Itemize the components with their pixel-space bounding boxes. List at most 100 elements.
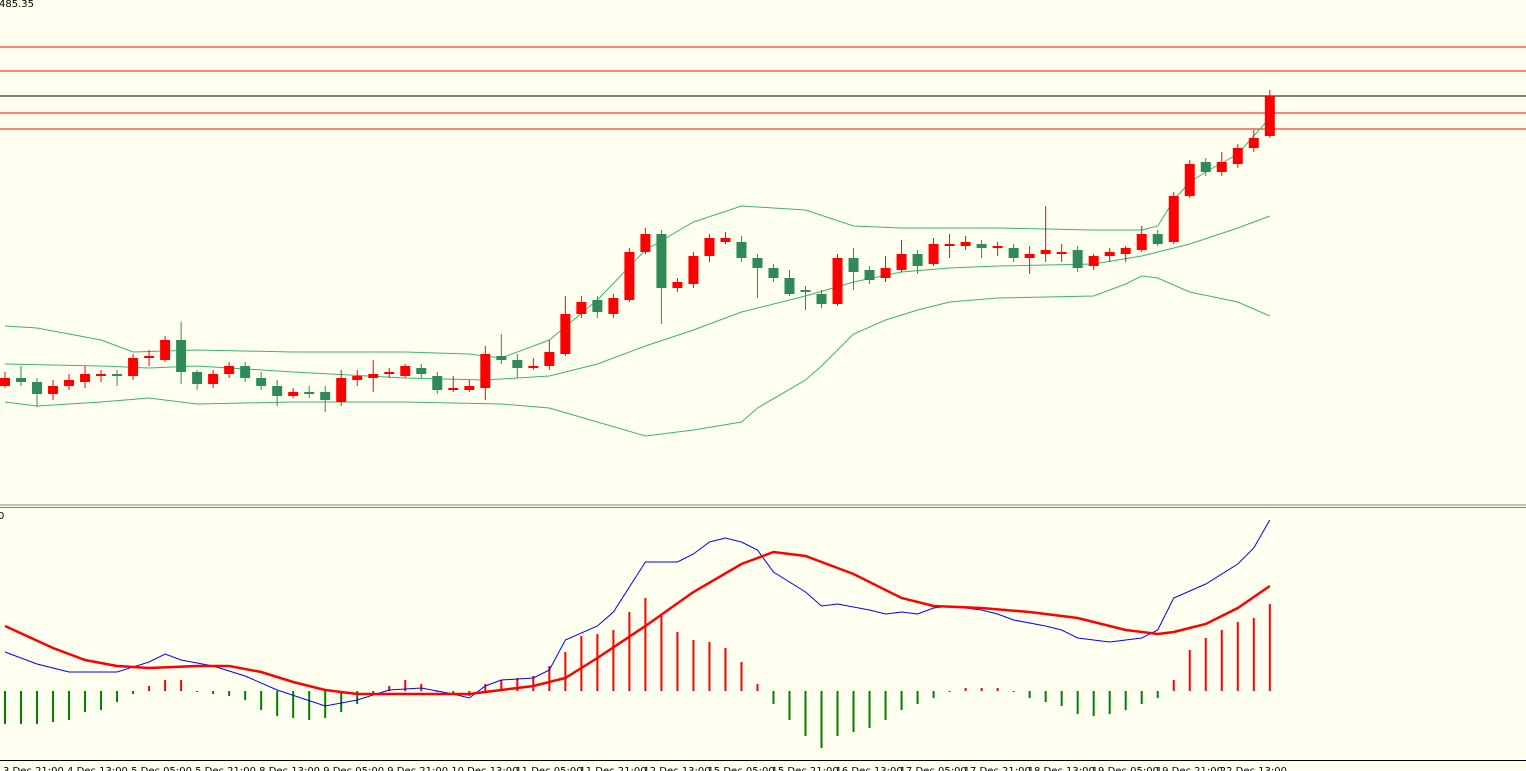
histogram-bar: [276, 691, 279, 716]
candle-body: [640, 234, 651, 252]
candle-body: [1136, 234, 1147, 250]
histogram-bar: [132, 691, 135, 694]
x-tick-label: 3 Dec 21:00: [3, 766, 64, 771]
histogram-bar: [724, 648, 727, 691]
candle-body: [928, 244, 939, 264]
candle-body: [320, 392, 331, 400]
candle-body: [944, 244, 955, 246]
candle-body: [48, 386, 59, 394]
candle-body: [560, 314, 571, 354]
candle-body: [1152, 234, 1163, 244]
histogram-bar: [340, 691, 343, 712]
histogram-bar: [148, 686, 151, 691]
candle-body: [272, 386, 283, 396]
indicator-line: [4, 275, 1270, 437]
histogram-bar: [580, 636, 583, 691]
histogram-bar: [1124, 691, 1127, 710]
histogram-bar: [212, 691, 215, 694]
histogram-bar: [788, 691, 791, 720]
histogram-bar: [1140, 691, 1143, 704]
candle-body: [1088, 256, 1099, 266]
histogram-bar: [852, 691, 855, 732]
histogram-bar: [484, 684, 487, 691]
histogram-bar: [356, 691, 359, 704]
candle-body: [128, 358, 139, 376]
candle-body: [752, 258, 763, 268]
histogram-bar: [1012, 691, 1015, 692]
histogram-bar: [532, 676, 535, 691]
candle-body: [480, 354, 491, 388]
candle-body: [816, 294, 827, 304]
histogram-bar: [20, 691, 23, 724]
histogram-bar: [452, 691, 455, 694]
candle-body: [1072, 250, 1083, 268]
histogram-bar: [36, 691, 39, 724]
candle-body: [208, 374, 219, 384]
candle-body: [416, 368, 427, 374]
histogram-bar: [228, 691, 231, 696]
histogram-bar: [948, 691, 951, 692]
candle-body: [352, 376, 363, 380]
histogram-bar: [564, 652, 567, 691]
candle-body: [688, 256, 699, 284]
candle-body: [672, 282, 683, 288]
histogram-bar: [692, 640, 695, 691]
histogram-bar: [1204, 638, 1207, 691]
candle-body: [1216, 162, 1227, 172]
candle-body: [1248, 138, 1259, 148]
candle-body: [1008, 248, 1019, 258]
histogram-bar: [308, 691, 311, 720]
histogram-bar: [1188, 650, 1191, 691]
candle-body: [848, 258, 859, 272]
candle-body: [704, 238, 715, 256]
candle-body: [144, 356, 155, 358]
candle-body: [288, 392, 299, 396]
histogram-bar: [324, 691, 327, 718]
candle-body: [976, 244, 987, 248]
histogram-bar: [1268, 604, 1271, 691]
histogram-bar: [292, 691, 295, 718]
histogram-bar: [676, 632, 679, 691]
histogram-bar: [900, 691, 903, 710]
candle-body: [1264, 96, 1275, 136]
x-tick-label: 9 Dec 21:00: [387, 766, 448, 771]
candle-body: [304, 392, 315, 394]
histogram-bar: [1108, 691, 1111, 714]
candle-body: [64, 380, 75, 386]
candle-body: [192, 372, 203, 384]
candle-body: [960, 242, 971, 246]
price-label: 485.35: [0, 0, 34, 10]
candle-body: [1024, 254, 1035, 258]
candle-body: [608, 298, 619, 314]
candle-body: [576, 302, 587, 314]
candle-body: [992, 246, 1003, 248]
candle-body: [368, 374, 379, 378]
x-tick-label: 5 Dec 05:00: [131, 766, 192, 771]
candle-body: [1040, 250, 1051, 254]
histogram-bar: [836, 691, 839, 736]
candle-body: [96, 374, 107, 376]
histogram-bar: [388, 686, 391, 691]
x-tick-label: 9 Dec 05:00: [323, 766, 384, 771]
histogram-bar: [1092, 691, 1095, 716]
candle-body: [800, 290, 811, 292]
x-tick-label: 15 Dec 21:00: [771, 766, 838, 771]
candle-body: [240, 366, 251, 378]
candle-body: [384, 372, 395, 374]
x-tick-label: 22 Dec 13:00: [1220, 766, 1287, 771]
candle-body: [656, 234, 667, 288]
x-tick-label: 11 Dec 21:00: [579, 766, 646, 771]
histogram-bar: [1172, 680, 1175, 691]
histogram-bar: [772, 691, 775, 704]
candle-body: [736, 242, 747, 258]
histogram-bar: [868, 691, 871, 728]
candle-body: [512, 360, 523, 368]
candle-body: [448, 388, 459, 390]
histogram-bar: [372, 691, 375, 694]
x-tick-label: 15 Dec 05:00: [707, 766, 774, 771]
histogram-bar: [1156, 691, 1159, 698]
candle-body: [864, 270, 875, 280]
candle-body: [768, 268, 779, 278]
